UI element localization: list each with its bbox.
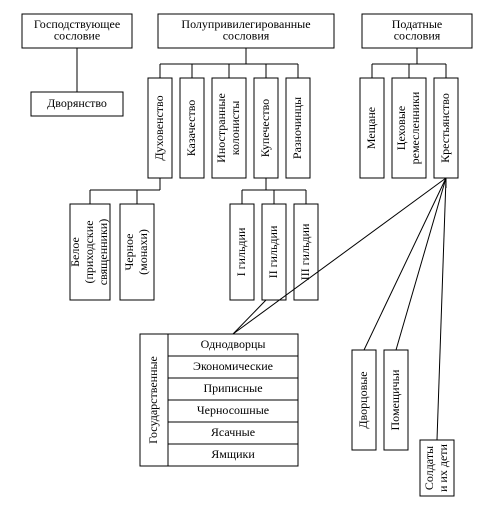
merchants-to-state (233, 300, 266, 334)
state-peasants-header: Государственные (146, 356, 160, 444)
peasant-to-pomeshchichi (396, 178, 446, 350)
guild-craftsmen-text-1: ремесленники (408, 91, 422, 164)
meshane-text-0: Мещане (364, 107, 378, 149)
foreign-colonists-text-1: колонисты (228, 101, 242, 156)
clergy-text-0: Духовенство (152, 95, 166, 160)
state-row-0: Однодворцы (201, 337, 266, 351)
raznochintsy-text-0: Разночинцы (290, 97, 304, 159)
ruling-estate-text-1: сословие (54, 28, 100, 42)
peasantry-text-0: Крестьянство (438, 93, 452, 163)
state-row-4: Ясачные (211, 425, 255, 439)
state-row-1: Экономические (193, 359, 273, 373)
soldiers-text-0: Солдаты (422, 446, 436, 490)
state-row-3: Черносошные (197, 403, 269, 417)
merchants-text-0: Купечество (258, 99, 272, 157)
cossacks-text-0: Казачество (184, 100, 198, 157)
white-clergy-text-0: Белое (68, 237, 82, 267)
black-clergy-text-1: (монахи) (136, 229, 150, 275)
nobility-text-0: Дворянство (47, 96, 107, 110)
state-row-5: Ямщики (211, 447, 255, 461)
dvortsovye-text-0: Дворцовые (356, 371, 370, 428)
guild-2-text-0: II гильдии (266, 225, 280, 278)
soldiers-text-1: и их дети (436, 443, 450, 492)
guild-3-text-0: III гильдии (298, 223, 312, 280)
semi-privileged-text-1: сословия (223, 28, 270, 42)
white-clergy-text-2: священники) (96, 219, 110, 285)
black-clergy-text-0: Черное (122, 233, 136, 270)
state-row-2: Приписные (203, 381, 262, 395)
pomeshchichi-text-0: Помещичьи (388, 369, 402, 431)
taxable-text-1: сословия (394, 28, 441, 42)
foreign-colonists-text-0: Иностранные (214, 93, 228, 163)
guild-craftsmen-text-0: Цеховые (394, 106, 408, 150)
peasant-to-dvortsovye (364, 178, 446, 350)
guild-1-text-0: I гильдии (234, 227, 248, 276)
white-clergy-text-1: (приходские (82, 220, 96, 283)
peasant-to-soldiers (437, 178, 446, 440)
